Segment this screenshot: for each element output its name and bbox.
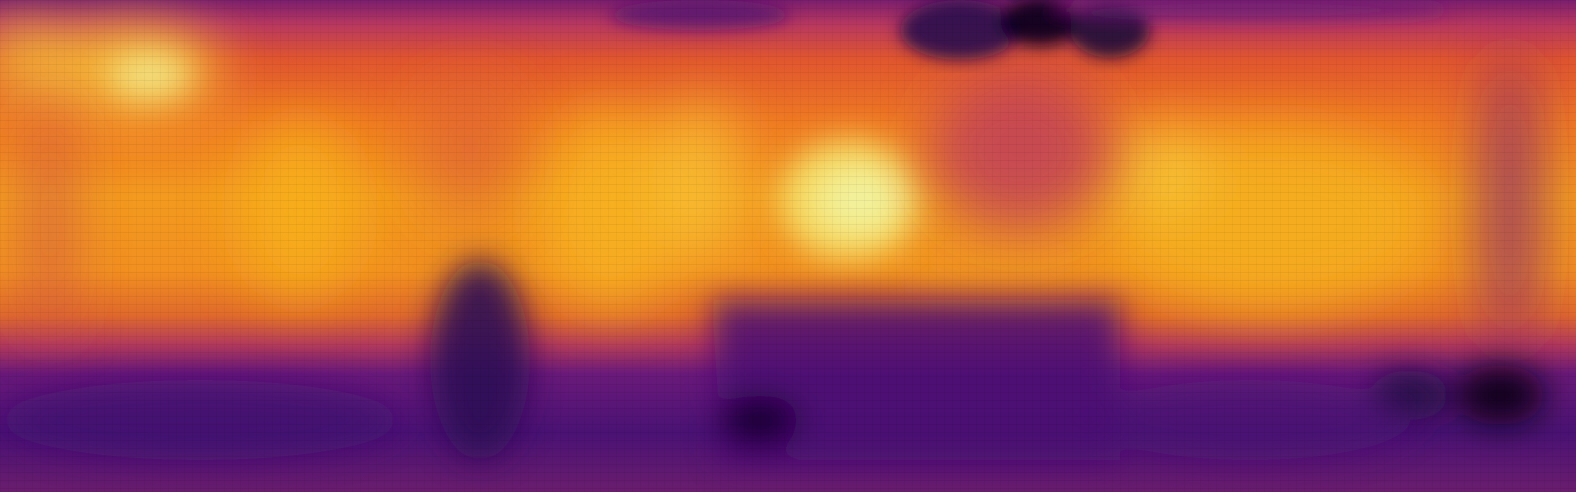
scan-texture	[0, 0, 1576, 492]
depth-heatmap-image	[0, 0, 1576, 492]
